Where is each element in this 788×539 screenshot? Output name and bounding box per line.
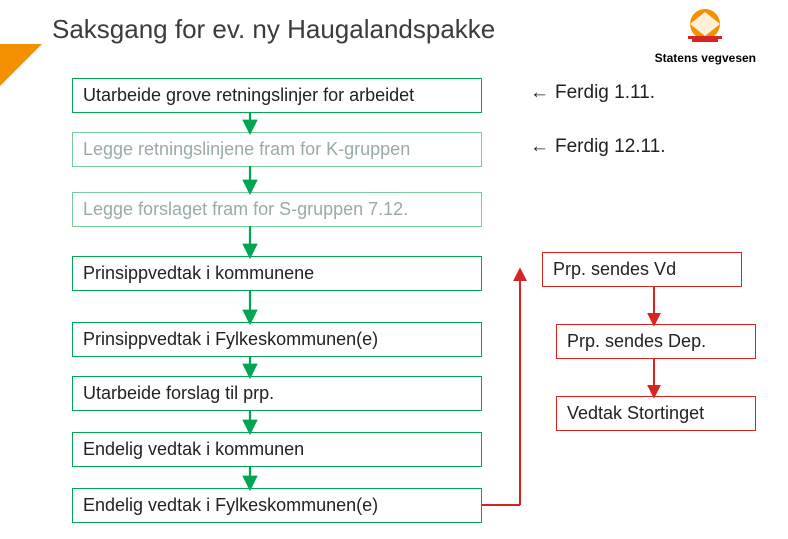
vegvesen-logo-icon — [678, 6, 732, 44]
flow-step-g7: Endelig vedtak i Fylkeskommunen(e) — [72, 488, 482, 523]
flow-step-g1: Legge retningslinjene fram for K-gruppen — [72, 132, 482, 167]
flow-step-g4: Prinsippvedtak i Fylkeskommunen(e) — [72, 322, 482, 357]
arrow-left-icon: ← — [530, 136, 549, 158]
note-text: Ferdig 12.11. — [555, 136, 666, 157]
side-step-r1: Prp. sendes Dep. — [556, 324, 756, 359]
flow-step-g0: Utarbeide grove retningslinjer for arbei… — [72, 78, 482, 113]
flow-step-g2: Legge forslaget fram for S-gruppen 7.12. — [72, 192, 482, 227]
note-ferdig-1: ← Ferdig 1.11. — [530, 82, 655, 104]
flow-step-g3: Prinsippvedtak i kommunene — [72, 256, 482, 291]
logo: Statens vegvesen — [655, 6, 756, 65]
side-step-r2: Vedtak Stortinget — [556, 396, 756, 431]
note-ferdig-2: ← Ferdig 12.11. — [530, 136, 666, 158]
arrow-left-icon: ← — [530, 82, 549, 104]
orange-corner-decoration — [0, 44, 42, 86]
flow-step-g5: Utarbeide forslag til prp. — [72, 376, 482, 411]
note-text: Ferdig 1.11. — [555, 82, 655, 103]
side-step-r0: Prp. sendes Vd — [542, 252, 742, 287]
page-title: Saksgang for ev. ny Haugalandspakke — [52, 14, 495, 45]
flow-step-g6: Endelig vedtak i kommunen — [72, 432, 482, 467]
logo-label: Statens vegvesen — [655, 51, 756, 65]
